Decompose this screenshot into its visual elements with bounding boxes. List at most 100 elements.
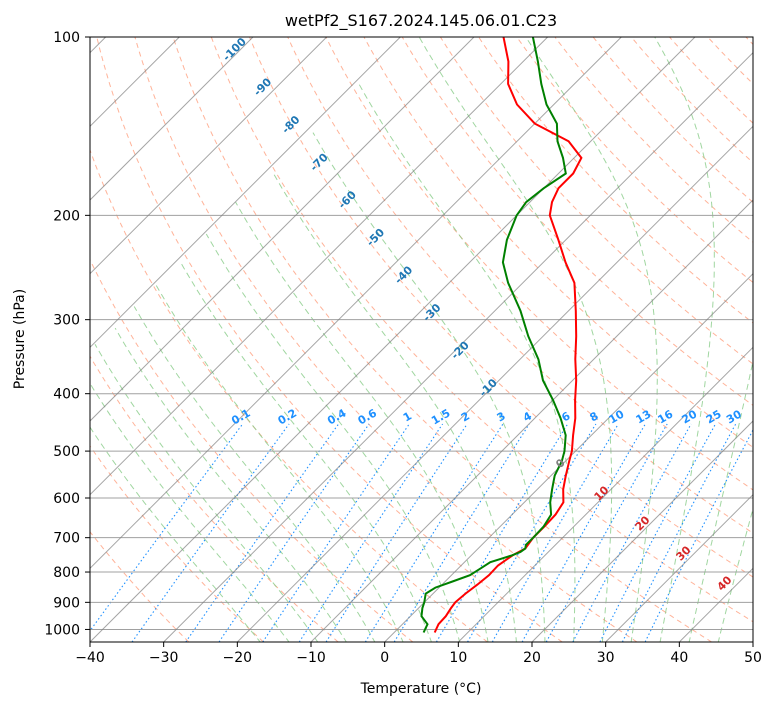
isotherm — [90, 37, 328, 275]
x-axis-title: Temperature (°C) — [360, 681, 482, 697]
moist-adiabat — [688, 358, 753, 642]
moist-adiabat — [90, 426, 261, 642]
moist-adiabat-label: 20 — [633, 513, 653, 533]
y-tick-label: 400 — [53, 387, 80, 403]
mixing-ratio-line — [393, 423, 530, 642]
dry-adiabat — [90, 445, 264, 642]
y-tick-label: 600 — [53, 491, 80, 507]
moist-adiabat-label: 10 — [592, 483, 612, 503]
moist-adiabat — [273, 173, 518, 642]
x-tick-label: −30 — [149, 650, 179, 666]
mixing-ratio-line — [262, 423, 410, 642]
mixing-ratio-line — [325, 423, 468, 642]
dry-adiabat-label: -80 — [279, 113, 302, 136]
mixing-ratio-line — [545, 423, 668, 642]
y-axis: 100 200 300 400 500 600 700 800 900 1000 — [44, 30, 90, 638]
dry-adiabat-label: -60 — [336, 188, 359, 211]
mixing-ratio-label: 0.2 — [276, 406, 299, 427]
mixing-ratio-label: 8 — [588, 409, 601, 424]
dry-adiabat — [90, 148, 488, 642]
mixing-ratio-line — [364, 423, 504, 642]
temperature-line — [433, 37, 583, 633]
mixing-ratio-line — [467, 423, 597, 642]
x-tick-label: −10 — [296, 650, 326, 666]
mixing-ratio-line — [298, 423, 444, 642]
moist-adiabat — [114, 327, 347, 642]
mixing-ratio-label: 16 — [656, 407, 676, 426]
dry-adiabat-label: -100 — [220, 35, 249, 64]
dry-adiabat — [325, 37, 753, 491]
isotherm — [384, 272, 753, 642]
isotherm — [90, 37, 622, 570]
y-tick-label: 100 — [53, 30, 80, 46]
background-lines — [90, 37, 753, 642]
dry-adiabat-label: -50 — [364, 226, 387, 249]
mixing-ratio-line — [218, 423, 370, 642]
mixing-ratio-line — [644, 428, 753, 642]
isotherm — [236, 125, 753, 642]
mixing-ratio-line — [521, 423, 646, 642]
x-tick-label: 20 — [523, 650, 541, 666]
moist-adiabat — [717, 506, 753, 642]
profile-lines — [420, 37, 583, 633]
dry-adiabat-label: -90 — [251, 75, 274, 98]
dry-adiabat — [516, 37, 753, 284]
isotherm — [310, 199, 753, 642]
isotherm — [90, 37, 475, 422]
mixing-ratio-line — [185, 423, 340, 642]
mixing-ratio-line — [491, 423, 619, 642]
mixing-ratio-label: 30 — [724, 407, 744, 426]
isotherm — [90, 37, 401, 349]
moist-adiabat — [418, 37, 613, 642]
x-tick-label: 50 — [744, 650, 762, 666]
isotherm — [90, 37, 696, 642]
mixing-ratio-line — [621, 423, 737, 642]
moist-adiabat — [205, 233, 461, 642]
y-tick-label: 300 — [53, 313, 80, 329]
moist-adiabat — [312, 132, 546, 642]
moist-adiabat — [154, 282, 404, 642]
dry-adiabat — [134, 37, 638, 642]
x-tick-label: 0 — [380, 650, 389, 666]
x-axis: −40 −30 −20 −10 0 10 20 30 40 50 — [75, 642, 762, 666]
mixing-ratio-line — [90, 423, 244, 632]
mixing-ratio-label: 1 — [401, 409, 414, 424]
x-tick-label: 30 — [597, 650, 615, 666]
isotherm — [678, 567, 753, 642]
mixing-ratio-label: 10 — [607, 407, 627, 426]
y-tick-label: 700 — [53, 531, 80, 547]
isotherm — [457, 346, 753, 642]
moist-adiabat — [133, 306, 376, 642]
moist-adiabat — [235, 201, 489, 642]
mixing-ratio-label: 13 — [634, 408, 654, 427]
x-tick-label: 10 — [449, 650, 467, 666]
y-tick-label: 1000 — [44, 622, 80, 638]
moist-adiabat — [90, 382, 290, 642]
mixing-ratio-label: 3 — [495, 409, 508, 424]
dry-adiabat — [90, 355, 339, 642]
isotherm — [90, 37, 549, 496]
moist-adiabat — [525, 37, 658, 642]
moist-adiabat — [180, 262, 432, 642]
mixing-ratio-label: 20 — [679, 407, 699, 426]
dry-adiabat — [210, 37, 753, 623]
isotherm — [163, 51, 753, 642]
dry-adiabat — [287, 37, 753, 534]
dry-adiabat-label: -10 — [477, 376, 500, 399]
dry-adiabat — [745, 37, 753, 46]
isotherm — [752, 641, 753, 642]
mixing-ratio-label: 4 — [521, 409, 534, 424]
plot-frame — [89, 36, 754, 643]
y-axis-title: Pressure (hPa) — [12, 289, 28, 389]
chart-title: wetPf2_S167.2024.145.06.01.C23 — [285, 11, 557, 31]
dry-adiabat — [172, 37, 712, 642]
isotherm — [90, 37, 254, 201]
dry-adiabat — [90, 258, 414, 642]
dry-adiabat — [249, 37, 753, 578]
isotherm — [605, 493, 753, 642]
mixing-ratio-label: 2 — [459, 409, 472, 424]
y-tick-label: 900 — [53, 595, 80, 611]
dry-adiabat — [439, 37, 753, 365]
dry-adiabat-label: -40 — [392, 263, 415, 286]
